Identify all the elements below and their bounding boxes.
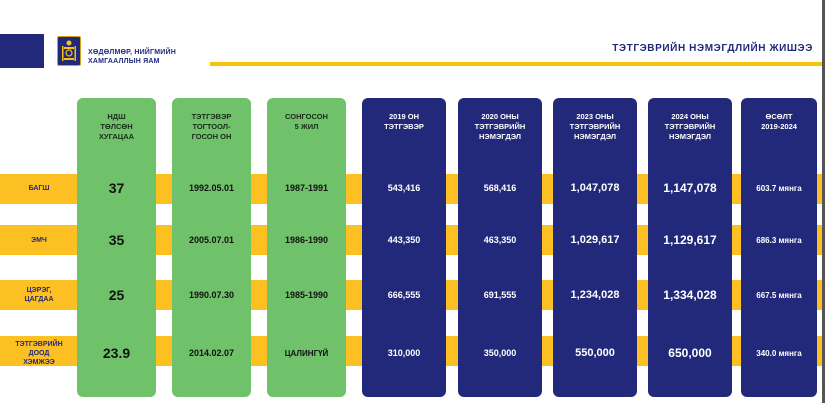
soyombo-emblem-icon [57,36,81,66]
row-label-line: БАГШ [28,184,50,192]
table-cell: 310,000 [387,348,421,358]
page-title: ТЭТГЭВРИЙН НЭМЭГДЛИЙН ЖИШЭЭ [612,43,813,54]
column-panel: ТЭТГЭВЭР ТОГТООЛ- ГОСОН ОН [172,98,251,397]
table-cell: 1,334,028 [663,288,717,302]
column-header-line: СОНГОСОН [285,112,328,121]
table-cell: 543,416 [387,183,421,193]
table-cell: 1,029,617 [570,234,620,246]
column-header-line: ТЭТГЭВРИЙН [569,122,621,131]
ministry-line-2: ХАМГААЛЛЫН ЯАМ [88,58,160,65]
column-panel: 2020 ОНЫ ТЭТГЭВРИЙН НЭМЭГДЭЛ [458,98,542,397]
column-header-line: ӨСӨЛТ [765,112,793,121]
column-header: СОНГОСОН 5 ЖИЛ [267,112,346,132]
table-cell: 1987-1991 [284,183,329,193]
table-cell: 1992.05.01 [188,183,235,193]
column-header-line: 2019-2024 [761,122,797,131]
table-cell: 691,555 [483,290,517,300]
table-cell: 25 [108,287,125,303]
table-cell: 650,000 [668,346,712,360]
row-label: БАГШ [4,179,74,197]
table-cell: 350,000 [483,348,517,358]
column-header-line: 2024 ОНЫ [671,112,709,121]
column-panel: 2024 ОНЫ ТЭТГЭВРИЙН НЭМЭГДЭЛ [648,98,732,397]
table-cell: 340.0 мянга [756,348,802,358]
row-label-line: ЦАГДАА [24,296,54,303]
column-header-line: НЭМЭГДЭЛ [478,132,522,141]
table-cell: ЦАЛИНГҮЙ [284,348,329,358]
column-header-line: 5 ЖИЛ [294,122,319,131]
column-header: 2019 ОН ТЭТГЭВЭР [362,112,446,132]
column-header-line: 2023 ОНЫ [576,112,614,121]
table-cell: 2005.07.01 [188,235,235,245]
column-header: ӨСӨЛТ 2019-2024 [741,112,817,132]
column-header-line: 2019 ОН [388,112,420,121]
ministry-name: ХӨДӨЛМӨР, НИЙГМИЙН ХАМГААЛЛЫН ЯАМ [88,48,176,66]
column-header: 2023 ОНЫ ТЭТГЭВРИЙН НЭМЭГДЭЛ [553,112,637,142]
table-cell: 1,047,078 [570,182,620,194]
column-header-line: НДШ [107,112,126,121]
column-panel: 2023 ОНЫ ТЭТГЭВРИЙН НЭМЭГДЭЛ [553,98,637,397]
table-cell: 35 [108,232,125,248]
table-cell: 603.7 мянга [756,183,802,193]
column-header-line: ТОГТООЛ- [192,122,231,131]
brand-square [0,34,44,68]
table-cell: 667.5 мянга [756,290,802,300]
column-header-line: ТЭТГЭВРИЙН [474,122,526,131]
column-panel: ӨСӨЛТ 2019-2024 [741,98,817,397]
top-bar [0,0,825,34]
row-label: ТЭТГЭВРИЙН ДООД ХЭМЖЭЭ [4,335,74,371]
row-label: ЦЭРЭГ, ЦАГДАА [4,284,74,306]
column-header-line: ТЭТГЭВРИЙН [664,122,716,131]
column-header-line: НЭМЭГДЭЛ [668,132,712,141]
table-cell: 666,555 [387,290,421,300]
row-label-line: ХЭМЖЭЭ [23,358,55,366]
table-cell: 686.3 мянга [756,235,802,245]
table-cell: 1,234,028 [570,289,620,301]
table-cell: 1985-1990 [284,290,329,300]
row-label-line: ТЭТГЭВРИЙН [15,340,63,348]
column-header: 2024 ОНЫ ТЭТГЭВРИЙН НЭМЭГДЭЛ [648,112,732,142]
table-cell: 1990.07.30 [188,290,235,300]
table-cell: 1,129,617 [663,233,717,247]
table-cell: 568,416 [483,183,517,193]
row-label-line: ЦЭРЭГ, [26,287,52,294]
table-cell: 37 [108,180,125,196]
row-label: ЭМЧ [4,231,74,249]
table-cell: 443,350 [387,235,421,245]
column-panel: СОНГОСОН 5 ЖИЛ [267,98,346,397]
row-label-line: ДООД [28,349,50,357]
table-cell: 23.9 [102,345,131,361]
column-header: НДШ ТӨЛСӨН ХУГАЦАА [77,112,156,142]
column-header-line: 2020 ОНЫ [481,112,519,121]
column-header-line: НЭМЭГДЭЛ [573,132,617,141]
table-cell: 2014.02.07 [188,348,235,358]
column-header-line: ГОСОН ОН [191,132,232,141]
column-header-line: ТЭТГЭВЭР [191,112,232,121]
column-panel: НДШ ТӨЛСӨН ХУГАЦАА [77,98,156,397]
header-accent-line [210,62,825,66]
column-header-line: ТӨЛСӨН [100,122,133,131]
column-panel: 2019 ОН ТЭТГЭВЭР [362,98,446,397]
ministry-line-1: ХӨДӨЛМӨР, НИЙГМИЙН [88,49,176,56]
table-cell: 463,350 [483,235,517,245]
column-header-line: ТЭТГЭВЭР [384,122,424,131]
column-header: ТЭТГЭВЭР ТОГТООЛ- ГОСОН ОН [172,112,251,142]
window-edge [822,0,825,403]
row-label-line: ЭМЧ [31,236,47,244]
table-cell: 1986-1990 [284,235,329,245]
column-header: 2020 ОНЫ ТЭТГЭВРИЙН НЭМЭГДЭЛ [458,112,542,142]
table-cell: 550,000 [575,347,615,359]
table-cell: 1,147,078 [663,181,717,195]
column-header-line: ХУГАЦАА [98,132,135,141]
